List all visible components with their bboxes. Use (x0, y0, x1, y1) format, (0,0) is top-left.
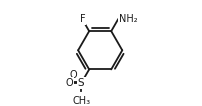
Text: O: O (69, 70, 77, 80)
Text: S: S (78, 78, 84, 88)
Text: CH₃: CH₃ (72, 96, 90, 106)
Text: F: F (80, 14, 85, 24)
Text: NH₂: NH₂ (119, 14, 137, 24)
Text: O: O (66, 78, 74, 88)
